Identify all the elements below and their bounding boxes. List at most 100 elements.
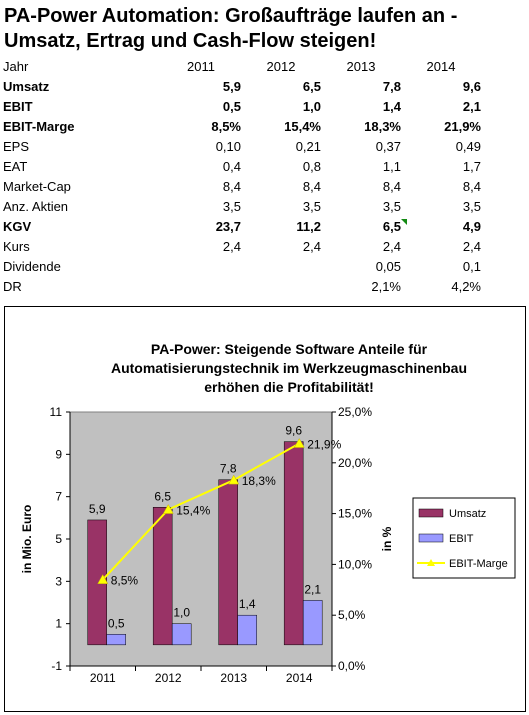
marker-ebit-marge (97, 574, 109, 584)
row-label: Umsatz (3, 78, 50, 94)
data-label-ebit-marge: 21,9% (307, 437, 341, 451)
table-cell: 8,4 (382, 178, 401, 194)
bar-ebit (237, 614, 257, 646)
marker-ebit-marge (162, 504, 174, 514)
table-cell: 21,9% (444, 118, 481, 134)
table-cell (241, 276, 321, 296)
table-cell (241, 256, 321, 276)
comment-marker: 6,5 (382, 218, 401, 234)
data-label-umsatz: 7,8 (220, 462, 237, 476)
row-label: EBIT (3, 98, 33, 114)
row-label: Market-Cap (3, 178, 71, 194)
row-label: EPS (3, 138, 30, 154)
x-tick-label: 2012 (155, 671, 182, 685)
marker-ebit-marge (293, 437, 305, 448)
data-label-ebit: 0,5 (108, 616, 125, 630)
y-tick-label: 1 (55, 617, 62, 631)
table-cell: 0,05 (375, 258, 401, 274)
bar-umsatz (283, 441, 304, 646)
table-cell: 0,37 (375, 138, 401, 154)
table-cell: 2,4 (302, 238, 321, 254)
chart-svg: PA-Power: Steigende Software Anteile für… (20, 341, 516, 685)
table-cell (161, 256, 241, 276)
table-cell: 5,9 (222, 78, 241, 94)
table-row: Anz. Aktien 3,5 3,5 3,5 3,5 (0, 196, 481, 216)
table-cell: 1,0 (302, 98, 321, 114)
table-row: Dividende 0,05 0,1 (0, 256, 481, 276)
table-cell: 18,3% (364, 118, 401, 134)
legend-label: Umsatz (449, 508, 486, 520)
table-row: Umsatz 5,9 6,5 7,8 9,6 (0, 76, 481, 96)
table-cell: 1,4 (382, 98, 401, 114)
legend-swatch-marker (427, 559, 435, 566)
data-label-umsatz: 5,9 (89, 502, 106, 516)
table-cell: 23,7 (215, 218, 241, 234)
table-row: KGV 23,7 11,2 6,5 4,9 (0, 216, 481, 236)
table-cell: 3,5 (382, 198, 401, 214)
table-cell: 7,8 (382, 78, 401, 94)
x-tick-label: 2014 (286, 671, 313, 685)
chart-title-line: Automatisierungstechnik im Werkzeugmasch… (111, 360, 467, 376)
header-cell: 2011 (187, 58, 215, 74)
table-row: EBIT-Marge 8,5% 15,4% 18,3% 21,9% (0, 116, 481, 136)
y-tick-label: 7 (55, 490, 62, 504)
table-cell: 2,1% (371, 278, 401, 294)
table-row: Market-Cap 8,4 8,4 8,4 8,4 (0, 176, 481, 196)
table-cell: 8,4 (222, 178, 241, 194)
legend-label: EBIT-Marge (449, 558, 508, 570)
header-cell: 2012 (266, 58, 296, 74)
table-cell: 0,10 (215, 138, 241, 154)
data-label-ebit: 2,1 (304, 582, 321, 596)
data-label-ebit: 1,0 (173, 606, 190, 620)
legend-swatch-ebit (418, 533, 444, 543)
table-cell: 0,21 (295, 138, 321, 154)
row-label: EAT (3, 158, 28, 174)
header-cell: Jahr (3, 58, 29, 74)
table-cell: 1,7 (462, 158, 481, 174)
table-cell: 8,5% (211, 118, 241, 134)
chart-title-line: PA-Power: Steigende Software Anteile für (151, 341, 428, 357)
title-line-1: PA-Power Automation: Großaufträge laufen… (4, 5, 458, 27)
table-row: DR 2,1% 4,2% (0, 276, 481, 296)
bar-umsatz (218, 479, 238, 646)
data-label-ebit-marge: 15,4% (176, 504, 210, 518)
data-label-umsatz: 9,6 (285, 424, 302, 438)
bar-ebit (171, 623, 192, 646)
y-tick-label: 11 (50, 405, 63, 419)
y2-tick-label: 10,0% (338, 557, 372, 571)
data-label-ebit-marge: 18,3% (242, 474, 276, 488)
y-tick-label: 3 (55, 574, 62, 588)
line-ebit-marge (102, 442, 300, 581)
data-label-ebit: 1,4 (239, 597, 256, 611)
y-tick-label: -1 (51, 659, 62, 673)
data-label-umsatz: 6,5 (154, 489, 171, 503)
y2-tick-label: 0,0% (338, 659, 366, 673)
x-tick-label: 2013 (220, 671, 247, 685)
table-cell: 15,4% (284, 118, 321, 134)
title-line-2: Umsatz, Ertrag und Cash-Flow steigen! (4, 30, 377, 52)
y2-tick-label: 5,0% (338, 608, 366, 622)
row-label: Kurs (3, 238, 30, 254)
x-tick-label: 2011 (90, 671, 116, 685)
table-cell: 6,5 (302, 78, 321, 94)
bar-ebit (302, 600, 323, 646)
row-label: EBIT-Marge (3, 118, 75, 134)
table-header-row: Jahr 2011 2012 2013 2014 (0, 56, 481, 76)
table-cell: 2,4 (462, 238, 481, 254)
y-tick-label: 5 (55, 532, 62, 546)
table-row: Kurs 2,4 2,4 2,4 2,4 (0, 236, 481, 256)
table-cell: 0,49 (455, 138, 481, 154)
table-cell: 1,1 (382, 158, 401, 174)
bar-umsatz (152, 507, 173, 646)
table-cell: 4,9 (462, 218, 481, 234)
table-cell: 2,4 (222, 238, 241, 254)
y2-tick-label: 15,0% (338, 507, 372, 521)
header-cell: 2013 (346, 58, 376, 74)
chart-title-line: erhöhen die Profitabilität! (204, 379, 374, 395)
y-tick-label: 9 (55, 447, 62, 461)
table-cell: 6,5 (321, 216, 401, 236)
legend-swatch-umsatz (418, 508, 444, 518)
data-label-ebit-marge: 8,5% (111, 574, 139, 588)
y-axis-title: in Mio. Euro (20, 505, 34, 574)
table-cell: 3,5 (462, 198, 481, 214)
